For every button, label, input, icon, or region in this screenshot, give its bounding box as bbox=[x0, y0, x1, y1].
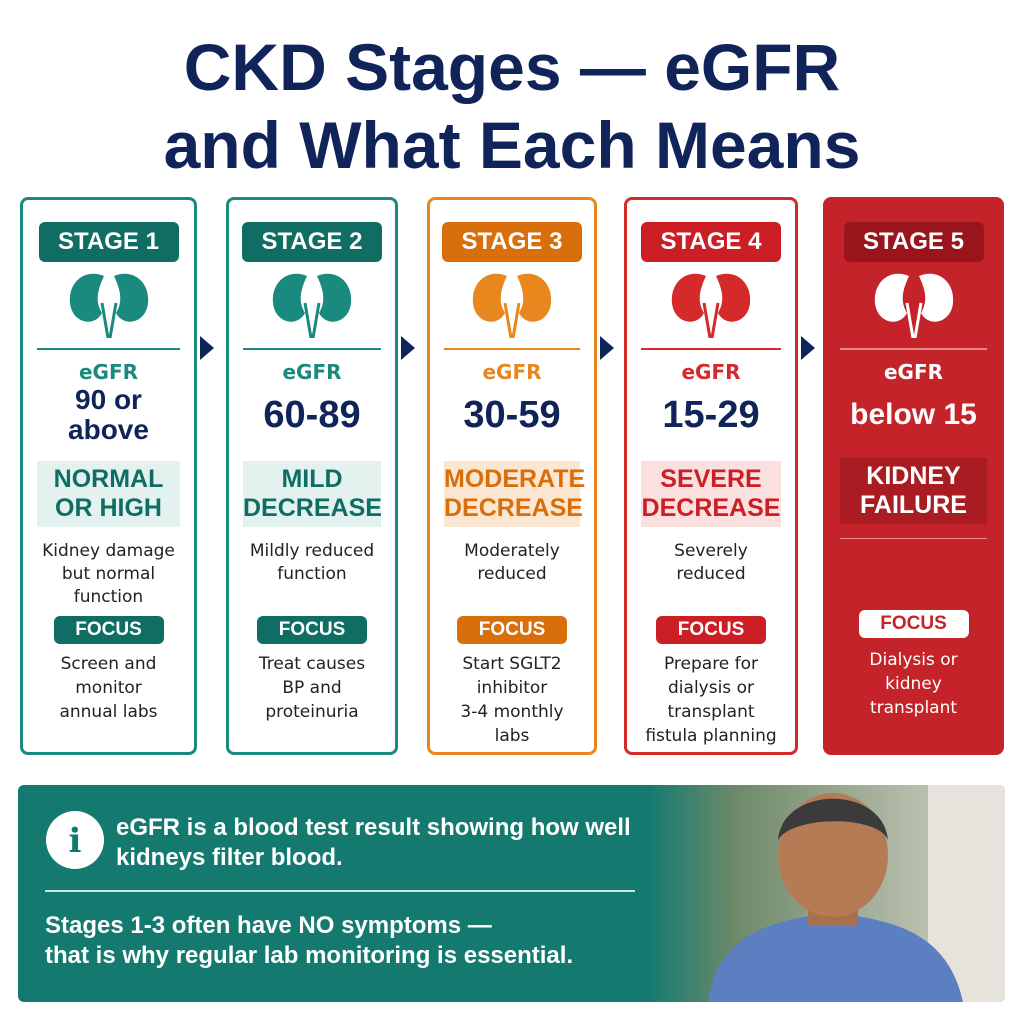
arrow bbox=[801, 336, 815, 360]
egfr-label: eGFR bbox=[681, 360, 741, 384]
status: NORMAL OR HIGH bbox=[37, 461, 180, 527]
stage-card: STAGE 4 eGFR 15-29 SEVERE DECREASE Severely … bbox=[624, 197, 798, 755]
stage-badge: STAGE 4 bbox=[641, 222, 781, 262]
kidney-icon bbox=[69, 273, 148, 338]
kidney-icon bbox=[272, 273, 352, 338]
stage-card: STAGE 1 eGFR 90 or above NORMAL OR HIGH Kidn… bbox=[20, 197, 197, 755]
stage-card: STAGE 2 eGFR 60-89 MILD DECREASE Mildly redu… bbox=[226, 197, 398, 755]
status: KIDNEY FAILURE bbox=[840, 458, 987, 524]
divider bbox=[243, 348, 381, 350]
info-definition: eGFR is a blood test result showing how … bbox=[116, 814, 631, 871]
kidney-icon bbox=[671, 273, 751, 338]
photo bbox=[648, 785, 1005, 1002]
description: Kidney damage but normal function bbox=[42, 541, 175, 607]
svg-text:i: i bbox=[69, 821, 82, 861]
stage-badge: STAGE 1 bbox=[38, 222, 179, 262]
egfr-range: below 15 bbox=[850, 398, 977, 431]
egfr-range: 15-29 bbox=[662, 394, 760, 436]
divider bbox=[840, 348, 987, 350]
divider bbox=[444, 348, 580, 350]
focus-text: Dialysis or kidney transplant bbox=[869, 650, 958, 718]
info-panel: i eGFR is a blood test result showing ho… bbox=[18, 785, 1005, 1002]
focus-badge: FOCUS bbox=[656, 616, 766, 644]
arrow bbox=[600, 336, 614, 360]
focus-text: Start SGLT2 inhibitor 3-4 monthly labs bbox=[460, 654, 564, 746]
focus-badge: FOCUS bbox=[257, 616, 367, 644]
title-line: and What Each Means bbox=[163, 108, 861, 182]
divider bbox=[641, 348, 781, 350]
title: CKD Stages — eGFR and What Each Means bbox=[0, 28, 1024, 184]
title-line: CKD Stages — eGFR bbox=[183, 30, 841, 104]
status: MILD DECREASE bbox=[243, 461, 382, 527]
egfr-range: 60-89 bbox=[263, 394, 361, 436]
kidney-icon bbox=[874, 273, 953, 338]
egfr-range: 90 or above bbox=[68, 384, 149, 445]
egfr-range: 30-59 bbox=[463, 394, 561, 436]
focus-text: Treat causes BP and proteinuria bbox=[258, 654, 366, 722]
egfr-label: eGFR bbox=[883, 360, 944, 384]
divider bbox=[45, 890, 635, 892]
focus-badge: FOCUS bbox=[457, 616, 567, 644]
divider bbox=[37, 348, 180, 350]
egfr-label: eGFR bbox=[78, 360, 139, 384]
stage-badge: STAGE 3 bbox=[442, 222, 582, 262]
stage-badge: STAGE 5 bbox=[843, 222, 984, 262]
egfr-label: eGFR bbox=[482, 360, 542, 384]
stage-card: STAGE 5 eGFR below 15 KIDNEY FAILURE FOCUS Di… bbox=[823, 197, 1004, 755]
description: Severely reduced bbox=[674, 541, 748, 584]
divider bbox=[840, 538, 987, 539]
arrow bbox=[200, 336, 214, 360]
egfr-label: eGFR bbox=[282, 360, 342, 384]
focus-text: Screen and monitor annual labs bbox=[59, 654, 158, 722]
info-icon: i bbox=[46, 811, 104, 869]
status: SEVERE DECREASE bbox=[641, 461, 781, 527]
status: MODERATE DECREASE bbox=[444, 461, 585, 527]
focus-text: Prepare for dialysis or transplant fistu… bbox=[645, 654, 777, 746]
stage-card: STAGE 3 eGFR 30-59 MODERATE DECREASE Moderat… bbox=[427, 197, 597, 755]
focus-badge: FOCUS bbox=[53, 616, 164, 644]
focus-badge: FOCUS bbox=[858, 610, 969, 638]
arrow bbox=[401, 336, 415, 360]
stage-badge: STAGE 2 bbox=[242, 222, 382, 262]
info-note: Stages 1-3 often have NO symptoms — that… bbox=[45, 912, 574, 969]
kidney-icon bbox=[472, 273, 552, 338]
description: Mildly reduced function bbox=[249, 541, 375, 584]
description: Moderately reduced bbox=[464, 541, 560, 584]
